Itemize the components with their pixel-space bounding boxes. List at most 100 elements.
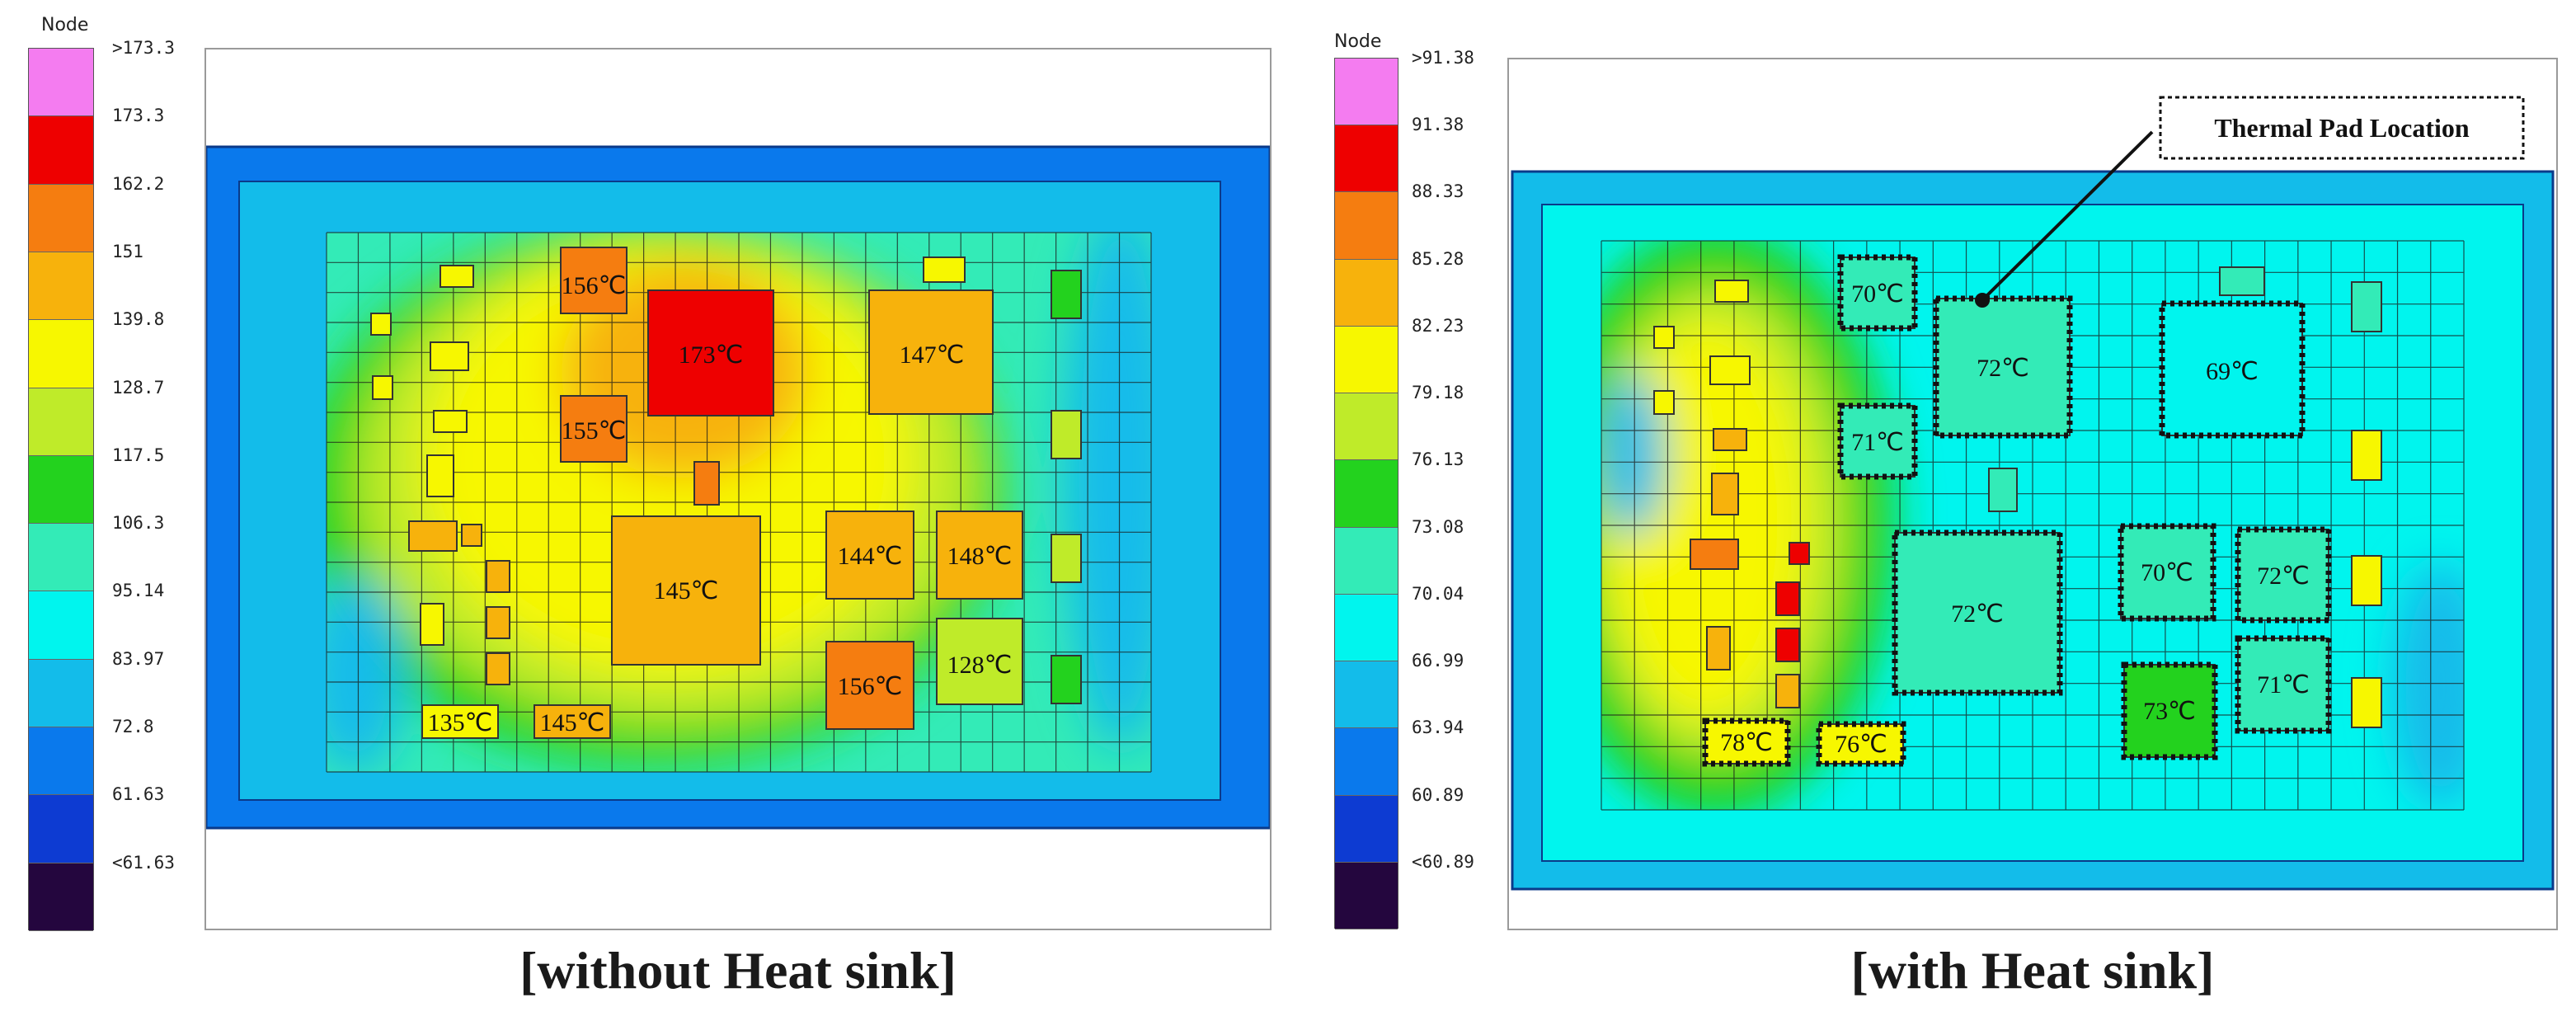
legend-label: <61.63 [112,852,175,873]
legend-title: Node [1334,31,1382,52]
legend-swatch [1335,393,1398,461]
temp-label: 156℃ [838,673,903,700]
legend-label: <60.89 [1412,851,1474,872]
legend-swatch [1335,661,1398,729]
legend-swatch [29,320,93,388]
legend-label: 151 [112,241,143,261]
temp-label: 148℃ [947,543,1013,570]
legend-swatch [1335,192,1398,260]
legend-label: 88.33 [1412,181,1464,202]
chip-148 [936,510,1023,600]
small-component [1051,534,1082,583]
small-component [2219,266,2265,296]
small-component [2351,677,2382,728]
legend-label: 79.18 [1412,383,1464,403]
small-component [370,313,392,336]
thermal-plot-frame: 156℃ 173℃ 147℃ 155℃ 145℃ 144℃ 148℃ 156℃ … [204,48,1272,930]
small-component [1051,655,1082,704]
temp-label: 144℃ [838,543,903,570]
legend-label: 63.94 [1412,718,1464,738]
legend-swatch [1335,728,1398,796]
small-component [2351,430,2382,481]
legend-swatch [29,591,93,660]
legend-swatch [29,184,93,252]
temp-label: 69℃ [2206,358,2259,385]
temp-label: 147℃ [900,341,965,369]
legend-label: 70.04 [1412,583,1464,604]
small-component [1051,410,1082,459]
legend-label: 73.08 [1412,516,1464,537]
small-component [1706,626,1731,670]
components [1653,256,2382,765]
small-component [1775,628,1800,662]
caption: [without Heat sink] [519,941,957,1000]
small-component [1653,326,1675,349]
small-component [1709,355,1751,385]
legend-label: 83.97 [112,648,165,669]
small-component [2351,555,2382,606]
legend-swatch [1335,460,1398,528]
temp-label: 72℃ [2257,562,2310,590]
legend-swatch [29,795,93,863]
legend-swatch [29,388,93,456]
chip-69 [2161,303,2303,436]
chip-71-top [1840,405,1916,478]
legend-label: 162.2 [112,173,165,194]
legend-label: 61.63 [112,784,165,805]
small-component [693,461,720,506]
legend-label: >91.38 [1412,48,1474,68]
temp-label: 78℃ [1720,729,1773,756]
chip-135 [421,704,499,739]
small-component [433,410,468,433]
chip-155 [560,395,628,463]
chip-71-right [2237,638,2329,732]
legend-label: 91.38 [1412,115,1464,135]
small-component [372,375,393,400]
chip-73 [2123,664,2216,758]
chip-173 [647,289,774,416]
legend-label: 60.89 [1412,784,1464,805]
temp-label: 72℃ [1977,355,2029,382]
small-component [486,560,510,593]
legend-swatch [1335,259,1398,327]
color-legend [28,48,94,931]
chip-145-bottom [534,704,611,739]
legend-label: 117.5 [112,445,165,465]
legend-label: 76.13 [1412,449,1464,470]
thermal-plot-frame: Thermal Pad Location 70℃ 72℃ 69℃ 71℃ 72℃… [1507,58,2558,930]
small-component [486,652,510,685]
color-legend [1334,58,1398,929]
legend-swatch [29,659,93,728]
temp-label: 71℃ [1851,429,1904,456]
temp-label: 70℃ [1851,280,1904,308]
temp-label: 72℃ [1951,600,2004,628]
thermal-map-with-heat-sink: Thermal Pad Location 70℃ 72℃ 69℃ 71℃ 72℃… [1511,96,2555,891]
small-component [1714,280,1749,303]
legend-swatch [1335,862,1398,929]
small-component [1988,468,2018,512]
components [370,247,1082,739]
thermal-pad-outlines [1702,254,2332,767]
legend-label: 106.3 [112,513,165,534]
caption: [with Heat sink] [1850,941,2215,1000]
small-component [1051,270,1082,319]
temp-label: 128℃ [947,652,1013,679]
legend-label: >173.3 [112,38,175,58]
legend-label: 139.8 [112,309,165,330]
small-component [430,341,469,371]
small-component [1711,473,1739,515]
legend-swatch [29,727,93,796]
temp-label: 73℃ [2143,698,2196,725]
legend-swatch [1335,527,1398,595]
small-component [461,524,482,547]
small-component [1713,428,1747,451]
temp-label: 135℃ [428,709,493,736]
temp-label: 76℃ [1835,731,1887,758]
chip-144 [825,510,914,600]
legend-label: 128.7 [112,377,165,398]
small-component [923,256,966,283]
temp-label: 155℃ [562,417,627,445]
legend-swatch [1335,125,1398,193]
legend-swatch [29,49,93,117]
chip-70-top [1840,256,1916,329]
